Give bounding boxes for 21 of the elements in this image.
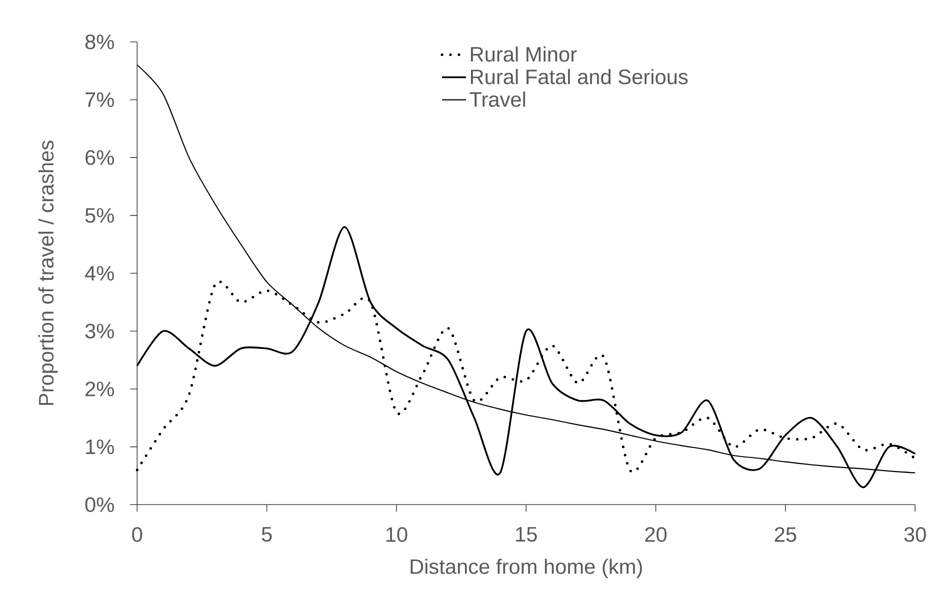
legend-label: Rural Minor <box>470 46 577 62</box>
legend-label: Rural Fatal and Serious <box>470 68 688 84</box>
y-tick-label: 3% <box>85 324 114 338</box>
y-axis-title: Proportion of travel / crashes <box>38 140 58 405</box>
x-tick-label: 30 <box>904 526 926 542</box>
y-tick-label: 2% <box>86 381 114 396</box>
y-tick-label: 1% <box>86 439 114 454</box>
x-axis-title: Distance from home (km) <box>410 558 642 578</box>
x-tick-label: 0 <box>132 526 142 542</box>
y-tick-label: 6% <box>86 150 114 165</box>
y-tick-label: 4% <box>85 266 114 280</box>
y-tick-label: 0% <box>85 497 114 512</box>
x-tick-label: 20 <box>645 526 667 542</box>
x-tick-label: 25 <box>774 526 796 542</box>
legend-label: Travel <box>470 91 526 107</box>
y-tick-label: 7% <box>86 92 114 107</box>
x-tick-label: 10 <box>386 526 408 542</box>
y-tick-label: 8% <box>85 34 114 50</box>
x-tick-label: 15 <box>516 526 537 542</box>
y-tick-label: 5% <box>85 208 114 223</box>
x-tick-label: 5 <box>262 526 272 542</box>
